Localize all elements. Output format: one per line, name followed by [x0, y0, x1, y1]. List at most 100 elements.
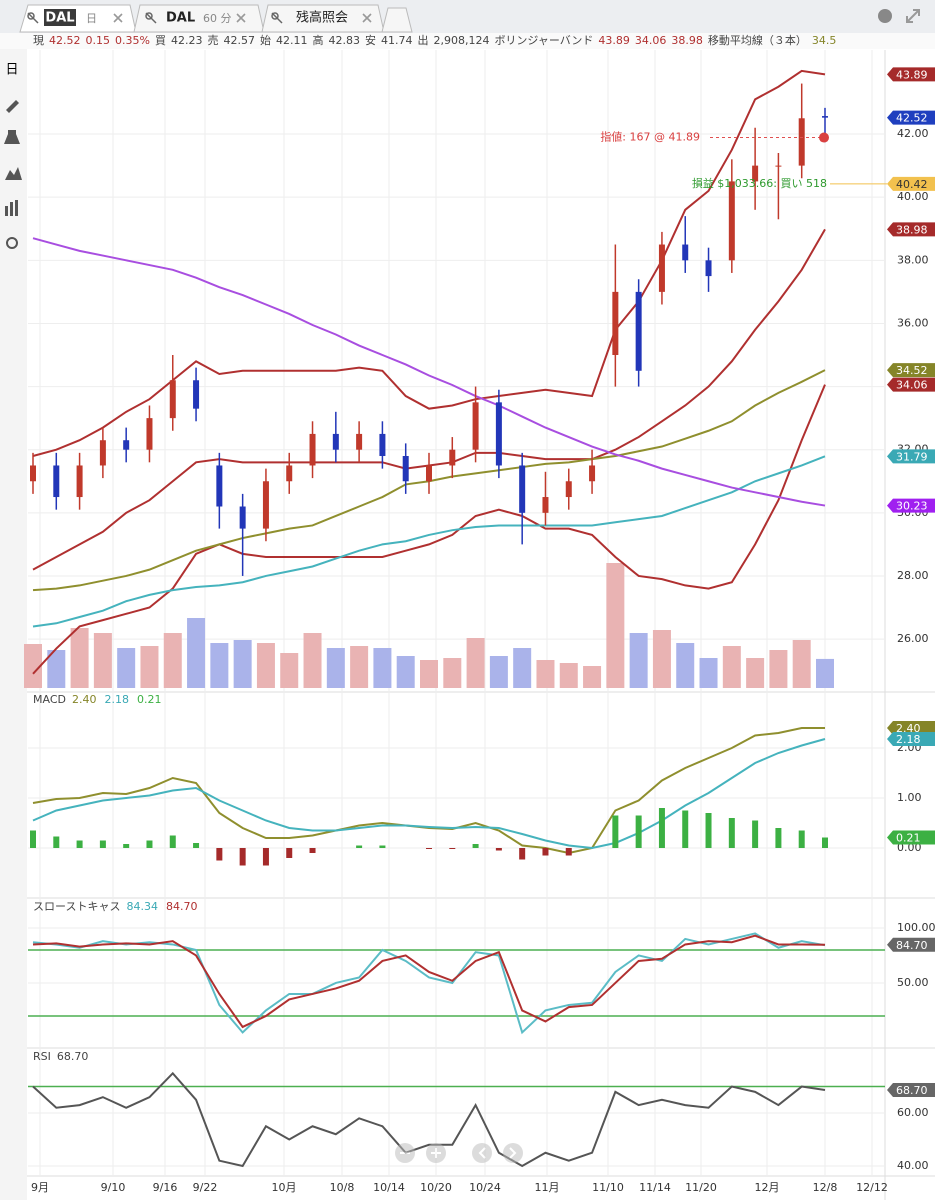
indicator-line: [32, 738, 826, 850]
x-tick-label: 10/8: [330, 1181, 355, 1194]
tab-title: 残高照会: [296, 10, 348, 26]
volume-bar: [676, 643, 695, 688]
indicator-line: [32, 932, 826, 1035]
histogram-bar: [682, 810, 689, 848]
volume-bar: [513, 648, 532, 688]
panel-legend: 84.34: [126, 900, 158, 913]
quote-item: 安: [365, 33, 376, 47]
refresh-icon[interactable]: [6, 237, 18, 249]
volume-bar: [47, 650, 66, 688]
histogram-bar: [99, 840, 106, 848]
quote-bar: [0, 33, 935, 49]
chart-type-icon[interactable]: [5, 167, 22, 180]
histogram-bar: [379, 845, 386, 848]
settings-icon[interactable]: [878, 9, 892, 23]
x-tick-label: 10/20: [420, 1181, 452, 1194]
tab[interactable]: [261, 4, 385, 33]
histogram-bar: [658, 808, 665, 848]
price-tag-label: 2.18: [896, 733, 921, 746]
candle-body: [309, 433, 316, 466]
histogram-bar: [123, 844, 130, 848]
indicator-line: [32, 237, 826, 507]
indicator-line: [32, 1071, 826, 1168]
quote-item: 41.74: [381, 34, 413, 47]
x-tick-label: 11/20: [685, 1181, 717, 1194]
volume-bar: [722, 646, 741, 688]
new-tab[interactable]: [381, 7, 413, 33]
quote-item: 移動平均線（３本）: [708, 33, 807, 47]
panel-legend: 0.21: [137, 693, 162, 706]
histogram-bar: [752, 820, 759, 848]
candle-body: [53, 465, 60, 498]
position-label: 損益 $1,033.66: 買い 518: [692, 176, 827, 190]
tool-icons: [4, 100, 22, 249]
price-tag: [887, 498, 935, 513]
expand-icon[interactable]: [906, 9, 920, 23]
candle-body: [76, 465, 83, 498]
histogram-bar: [76, 840, 83, 848]
study-icon[interactable]: [4, 130, 20, 144]
y-tick-label: 40.00: [897, 190, 929, 203]
candle-body: [822, 116, 828, 118]
period-button[interactable]: 日: [5, 63, 18, 78]
x-tick-label: 11/14: [639, 1181, 671, 1194]
x-tick-label: 9/10: [101, 1181, 126, 1194]
y-tick-label: 60.00: [897, 1106, 929, 1119]
indicator-line: [32, 934, 826, 1029]
candle-body: [682, 244, 689, 261]
tab-symbol: DAL: [166, 11, 195, 26]
panel-legend: 2.18: [104, 693, 129, 706]
candle-body: [379, 433, 386, 457]
histogram-bar: [449, 848, 456, 849]
quote-item: 0.35%: [115, 34, 150, 47]
scroll-right[interactable]: [503, 1143, 523, 1163]
x-tick-label: 10/14: [373, 1181, 405, 1194]
histogram-bar: [495, 848, 502, 851]
order-label: 指値: 167 @ 41.89: [600, 130, 700, 144]
quote-item: 高: [312, 33, 323, 47]
quote-item: 2,908,124: [433, 34, 489, 47]
quote-item: 買: [155, 34, 166, 47]
plot: 9月 9/10 9/16 9/22 10月 10/8 10/14 10/20 10/24 11月 1…: [24, 50, 935, 1194]
candle-body: [426, 465, 432, 482]
candle-body: [519, 465, 526, 513]
candle-body: [495, 402, 502, 466]
quote-item: 42.83: [328, 34, 360, 47]
candle-body: [402, 456, 409, 482]
volume-bar: [792, 640, 811, 688]
histogram-bar: [472, 844, 479, 848]
price-tag: [887, 110, 935, 125]
quote-item: 現: [33, 34, 44, 47]
volume-bar: [187, 618, 206, 688]
volume-bar: [652, 630, 671, 688]
volume-bar: [373, 648, 392, 688]
histogram-bar: [216, 848, 223, 861]
quote-item: 34.06: [635, 34, 667, 47]
quote-item: 0.15: [86, 34, 111, 47]
price-tag-label: 42.52: [896, 112, 928, 125]
price-tag: [887, 449, 935, 464]
tab[interactable]: [133, 4, 265, 33]
volume-bar: [210, 643, 229, 688]
histogram-bar: [635, 815, 642, 848]
scroll-left[interactable]: [472, 1143, 492, 1163]
candle-body: [752, 165, 759, 182]
price-tag: [887, 721, 935, 735]
histogram-bar: [822, 837, 828, 848]
quote-item: 38.98: [671, 34, 703, 47]
volume-bar: [396, 656, 415, 688]
quote-item: 42.11: [276, 34, 308, 47]
volume-bar: [443, 658, 462, 688]
volume-bar: [140, 646, 159, 688]
y-tick-label: 42.00: [897, 127, 929, 140]
candle-body: [123, 440, 130, 450]
volume-bar: [256, 643, 275, 688]
price-tag: [887, 176, 935, 191]
bars-icon[interactable]: [5, 206, 8, 216]
quote-item: 出: [417, 33, 428, 47]
price-tag: [887, 830, 935, 845]
x-tick-label: 10/24: [469, 1181, 501, 1194]
quote-item: 42.57: [223, 34, 255, 47]
draw-icon[interactable]: [6, 100, 19, 113]
